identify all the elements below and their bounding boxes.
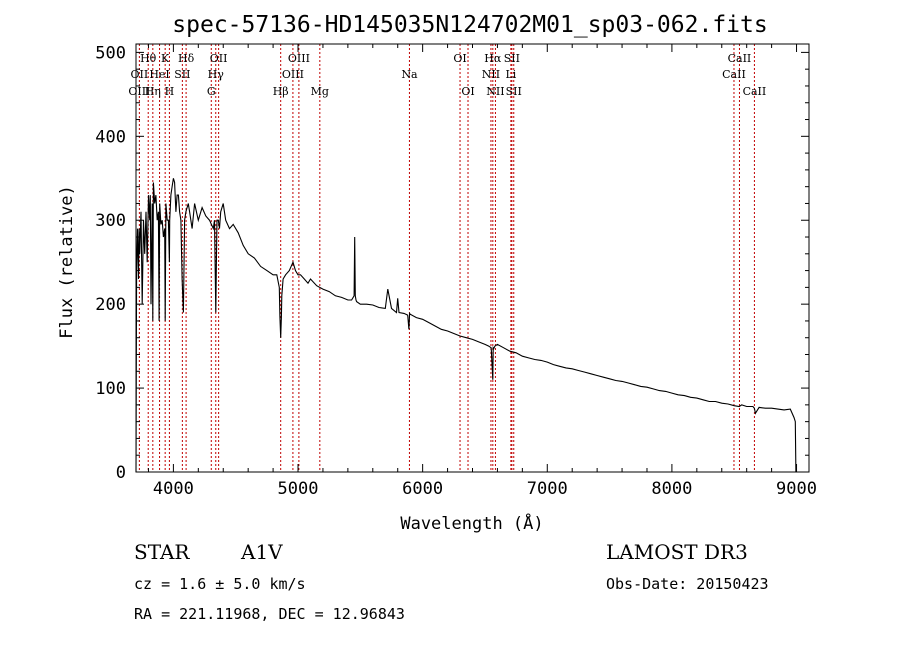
object-subclass: A1V bbox=[240, 540, 283, 564]
line-marker-label: CaII bbox=[743, 85, 767, 98]
x-tick-label: 9000 bbox=[776, 479, 817, 499]
x-axis: 4000 5000 6000 7000 8000 9000 bbox=[147, 44, 817, 499]
x-tick-label: 7000 bbox=[527, 479, 568, 499]
x-tick-label: 5000 bbox=[278, 479, 319, 499]
object-class: STAR bbox=[134, 540, 190, 564]
chart-title: spec-57136-HD145035N124702M01_sp03-062.f… bbox=[172, 12, 767, 38]
line-marker-label: K bbox=[161, 52, 170, 65]
y-tick-label: 0 bbox=[116, 463, 126, 483]
line-marker-label: H bbox=[165, 85, 175, 98]
obs-date-text: Obs-Date: 20150423 bbox=[606, 575, 769, 593]
line-marker-label: CaII bbox=[728, 52, 752, 65]
y-tick-label: 200 bbox=[95, 295, 126, 315]
line-marker-label: OI bbox=[453, 52, 466, 65]
redshift-text: cz = 1.6 ± 5.0 km/s bbox=[134, 575, 306, 593]
line-marker-label: G bbox=[207, 85, 216, 98]
y-axis: 0 100 200 300 400 500 bbox=[95, 43, 809, 483]
x-tick-label: 6000 bbox=[402, 479, 443, 499]
y-axis-label: Flux (relative) bbox=[57, 185, 77, 339]
line-marker-label: SII bbox=[174, 68, 190, 81]
line-marker-label: HeI bbox=[149, 68, 169, 81]
x-axis-label: Wavelength (Å) bbox=[400, 512, 543, 534]
x-tick-label: 4000 bbox=[153, 479, 194, 499]
line-marker-label: Hθ bbox=[140, 52, 157, 65]
line-marker-label: Hβ bbox=[273, 85, 289, 98]
y-tick-label: 100 bbox=[95, 379, 126, 399]
line-marker-label: SII bbox=[504, 52, 520, 65]
line-marker-label: NII bbox=[482, 68, 500, 81]
x-tick-label: 8000 bbox=[651, 479, 692, 499]
spectrum-line bbox=[135, 178, 797, 473]
survey-name: LAMOST DR3 bbox=[606, 540, 748, 564]
line-marker-label: OIII bbox=[128, 85, 150, 98]
plot-frame bbox=[135, 43, 810, 473]
line-marker-label: Hδ bbox=[178, 52, 195, 65]
line-marker-label: OIII bbox=[282, 68, 304, 81]
coordinates-text: RA = 221.11968, DEC = 12.96843 bbox=[134, 605, 405, 623]
line-marker-label: OII bbox=[210, 52, 228, 65]
y-tick-label: 500 bbox=[95, 43, 126, 63]
line-marker-label: OI bbox=[461, 85, 474, 98]
line-marker-label: Na bbox=[401, 68, 418, 81]
line-marker-label: Hα bbox=[484, 52, 502, 65]
line-marker-label: SII bbox=[506, 85, 522, 98]
line-marker-label: OII bbox=[131, 68, 149, 81]
y-tick-label: 400 bbox=[95, 127, 126, 147]
line-marker-label: Hη bbox=[145, 85, 161, 98]
spectral-line-markers bbox=[138, 44, 755, 472]
y-tick-label: 300 bbox=[95, 211, 126, 231]
line-marker-label: Mg bbox=[311, 85, 329, 98]
line-marker-label: Li bbox=[505, 68, 516, 81]
line-marker-label: NII bbox=[486, 85, 504, 98]
line-marker-label: OIII bbox=[288, 52, 310, 65]
line-marker-label: CaII bbox=[722, 68, 746, 81]
line-marker-label: Hγ bbox=[208, 68, 225, 81]
